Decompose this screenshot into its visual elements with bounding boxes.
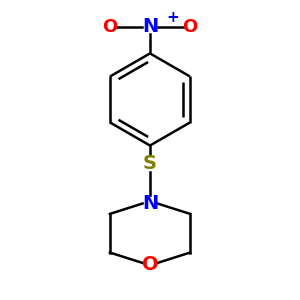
Text: O: O [182, 18, 198, 36]
Text: +: + [166, 10, 179, 25]
Text: O: O [142, 255, 158, 274]
Text: S: S [143, 154, 157, 173]
Text: N: N [142, 194, 158, 213]
Text: N: N [142, 17, 158, 36]
Text: O: O [102, 18, 118, 36]
